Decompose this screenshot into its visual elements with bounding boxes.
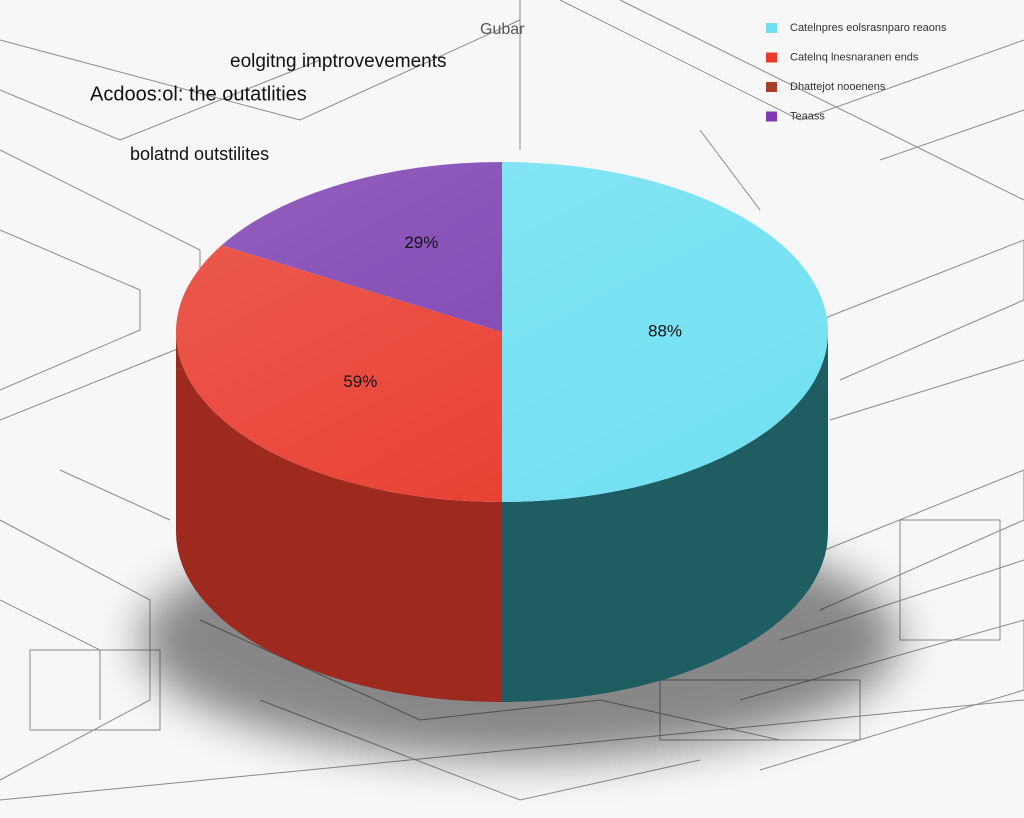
annotation: Acdoos:ol: the outatlities [90,83,307,105]
legend: Catelnpres eolsrasnparo reaons Catelnq ln… [766,22,947,122]
slice-side [502,332,828,702]
legend-label: Catelnq lnesnaranen ends [790,51,919,63]
slice-side [176,332,502,702]
annotation: bolatnd outstilites [130,144,269,164]
legend-swatch [766,52,777,63]
chart-title: Gubar [480,21,525,38]
legend-label: Teaass [790,110,825,122]
annotation: eolgitng imptrovevements [230,51,447,72]
legend-label: Dhattejot nooenens [790,81,886,93]
legend-swatch [766,111,777,122]
legend-swatch [766,23,777,33]
value-label: 88% [648,321,682,340]
pie-sides [176,332,828,702]
value-label: 29% [404,233,438,252]
legend-swatch [766,82,777,92]
pie-top [176,162,828,502]
value-label: 59% [343,372,377,391]
value-labels: 88% 59% 29% [343,233,682,391]
legend-label: Catelnpres eolsrasnparo reaons [790,22,947,34]
